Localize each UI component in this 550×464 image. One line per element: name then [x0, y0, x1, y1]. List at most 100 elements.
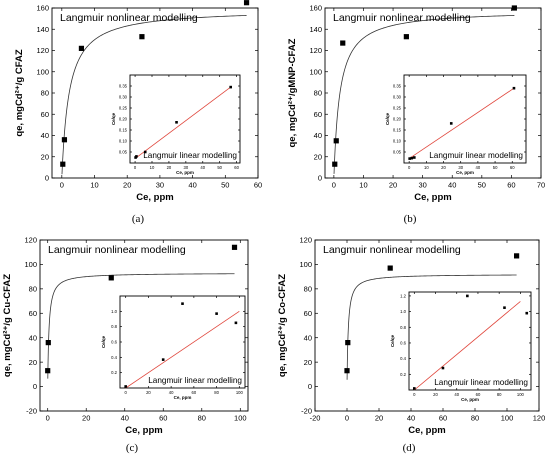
main-x-tick-label: 0 — [332, 181, 336, 190]
inset-x-tick-label: 0 — [413, 392, 416, 397]
inset-chart: 0 10 20 30 40 50 60 0.05 0.10 0.15 0.20 0.25 0.30 0.3… — [385, 74, 527, 175]
linear-annotation: Langmuir linear modelling — [429, 151, 523, 160]
main-y-tick-label: 0 — [45, 174, 49, 183]
inset-x-tick-label: 100 — [236, 390, 244, 395]
inset-y-tick-label: 0.8 — [400, 325, 406, 330]
main-x-tick-label: 40 — [188, 181, 196, 190]
inset-data-point — [408, 157, 411, 160]
inset-x-tick-label: 0 — [134, 165, 137, 170]
inset-x-tick-label: 60 — [234, 165, 239, 170]
main-y-tick-label: 40 — [41, 131, 49, 140]
langmuir-fit-curve — [333, 15, 515, 174]
main-y-tick-label: 80 — [41, 89, 49, 98]
main-x-tick-label: 60 — [159, 414, 167, 423]
langmuir-fit-curve — [346, 274, 517, 380]
main-y-tick-label: 80 — [29, 284, 37, 293]
main-x-tick-label: 120 — [533, 414, 546, 423]
panel-caption: (a) — [132, 213, 145, 225]
inset-x-axis-label: Ce, ppm — [176, 170, 194, 175]
main-y-tick-label: 60 — [304, 309, 312, 318]
main-y-tick-label: 20 — [29, 358, 37, 367]
inset-y-tick-label: 0.4 — [400, 356, 406, 361]
inset-data-point — [413, 156, 416, 159]
main-y-tick-label: 100 — [299, 260, 312, 269]
main-x-tick-label: 50 — [478, 181, 486, 190]
inset-y-tick-label: 0.30 — [119, 94, 128, 99]
inset-y-tick-label: 0.4 — [111, 355, 117, 360]
main-x-tick-label: 10 — [359, 181, 367, 190]
inset-x-tick-label: 40 — [200, 165, 205, 170]
y-axis-label: qe, mgCd²⁺/g CFAZ — [14, 49, 25, 137]
main-y-tick-label: 80 — [314, 89, 322, 98]
panel-caption: (b) — [404, 213, 417, 225]
inset-x-tick-label: 40 — [454, 392, 459, 397]
inset-x-tick-label: 80 — [214, 390, 219, 395]
main-x-tick-label: 60 — [254, 181, 262, 190]
data-point — [108, 275, 114, 281]
inset-data-point — [413, 387, 416, 390]
main-x-tick-label: 10 — [90, 181, 98, 190]
main-y-tick-label: 0 — [318, 174, 322, 183]
data-point — [61, 137, 68, 143]
inset-y-tick-label: 0.25 — [119, 105, 128, 110]
inset-x-tick-label: 60 — [510, 165, 515, 170]
main-x-tick-label: 60 — [439, 414, 447, 423]
main-frame — [39, 239, 249, 412]
inset-x-tick-label: 100 — [517, 392, 525, 397]
main-y-tick-label: 0 — [33, 382, 37, 391]
inset-y-tick-label: 0.10 — [119, 138, 128, 143]
inset-y-tick-label: 0.6 — [400, 340, 406, 345]
inset-data-point — [512, 86, 516, 90]
inset-x-tick-label: 80 — [497, 392, 502, 397]
inset-x-tick-label: 40 — [476, 165, 481, 170]
inset-data-point — [503, 306, 506, 309]
main-y-tick-label: -20 — [26, 407, 37, 416]
main-x-tick-label: 40 — [448, 181, 456, 190]
inset-y-tick-label: 0.6 — [111, 339, 117, 344]
inset-y-tick-label: 0.35 — [119, 83, 128, 88]
main-x-tick-label: 20 — [82, 414, 90, 423]
chart-panel-b: 0 10 20 30 40 50 60 70020406080100120140160Lang… — [287, 4, 545, 225]
data-point — [344, 368, 350, 374]
main-x-tick-label: 80 — [198, 414, 206, 423]
main-y-tick-label: 160 — [309, 4, 322, 13]
inset-x-tick-label: 40 — [169, 390, 174, 395]
main-y-tick-label: 160 — [36, 4, 49, 13]
inset-y-axis-label: Ce/qe — [390, 334, 395, 347]
linear-fit-line — [414, 301, 521, 391]
main-y-tick-label: 120 — [309, 46, 322, 55]
data-point — [78, 45, 85, 51]
data-point — [332, 161, 338, 167]
chart-panel-a: 0 10 20 30 40 50 60020406080100120140160Langmu… — [14, 0, 262, 225]
main-x-tick-label: 30 — [418, 181, 426, 190]
nonlinear-annotation: Langmuir nonlinear modelling — [323, 244, 461, 256]
main-y-tick-label: -20 — [301, 407, 312, 416]
inset-x-tick-label: 30 — [184, 165, 189, 170]
main-y-tick-label: 120 — [36, 46, 49, 55]
main-y-tick-label: 80 — [304, 284, 312, 293]
inset-y-tick-label: 0.30 — [393, 94, 402, 99]
x-axis-label: Ce, ppm — [414, 192, 451, 203]
inset-data-point — [161, 358, 165, 361]
data-point — [514, 253, 520, 259]
y-axis-label: qe, mgCd²⁺/g Cu-CFAZ — [2, 274, 13, 377]
inset-x-tick-label: 20 — [146, 390, 151, 395]
main-x-tick-label: -20 — [310, 414, 321, 423]
inset-x-tick-label: 60 — [192, 390, 197, 395]
main-y-tick-label: 40 — [304, 333, 312, 342]
inset-x-axis-label: Ce, ppm — [461, 397, 479, 402]
main-frame — [314, 239, 540, 412]
inset-y-tick-label: 0.8 — [111, 324, 117, 329]
inset-y-tick-label: 1.0 — [111, 309, 117, 314]
inset-x-tick-label: 30 — [458, 165, 463, 170]
main-x-tick-label: 20 — [375, 414, 383, 423]
inset-x-tick-label: 0 — [125, 390, 128, 395]
inset-chart: 0 20 40 60 80 100 0.2 0.4 0.6 0.8 1.0 Langmuir line… — [101, 295, 246, 400]
inset-data-point — [181, 302, 184, 305]
inset-x-tick-label: 20 — [167, 165, 172, 170]
inset-data-point — [441, 366, 445, 370]
data-point — [345, 340, 351, 346]
main-y-tick-label: 140 — [36, 25, 49, 34]
nonlinear-annotation: Langmuir nonlinear modelling — [333, 12, 471, 24]
main-x-tick-label: 60 — [507, 181, 515, 190]
